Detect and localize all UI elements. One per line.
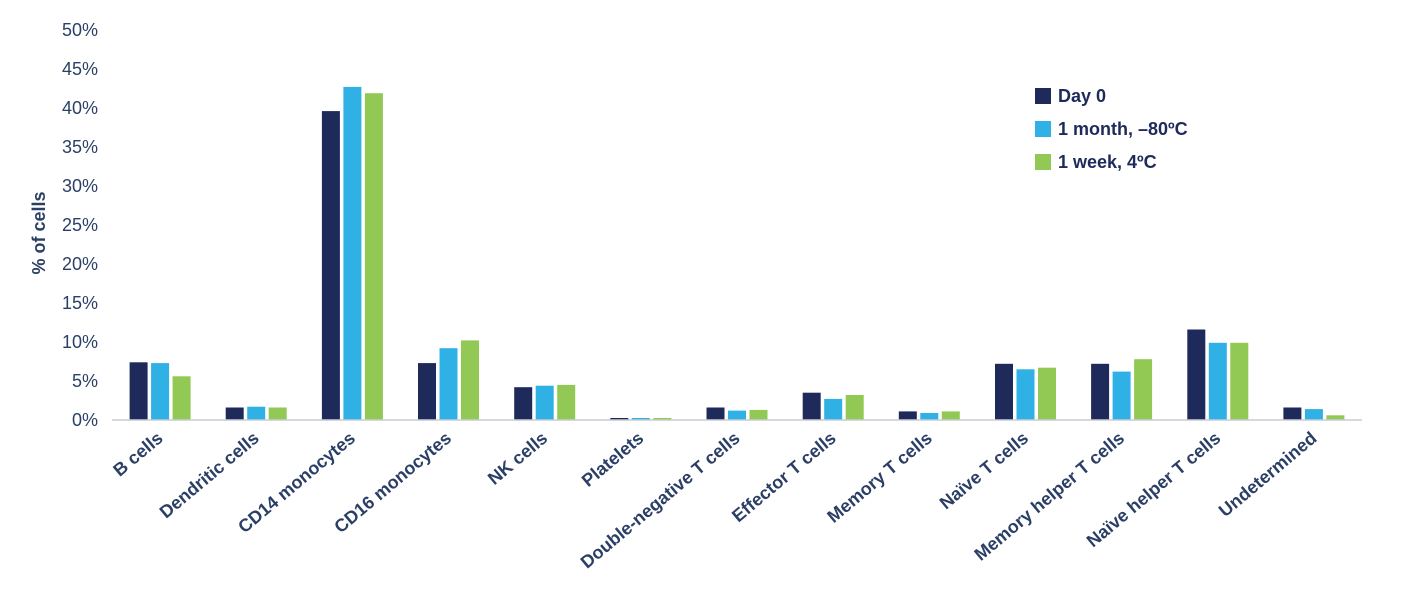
y-tick-label: 50%	[62, 20, 98, 40]
bar	[225, 407, 244, 420]
y-tick-label: 30%	[62, 176, 98, 196]
x-tick-label: Double-negative T cells	[577, 428, 744, 573]
x-tick-label: NK cells	[484, 428, 551, 489]
x-tick-label: B cells	[109, 428, 166, 481]
bar	[321, 111, 340, 420]
legend-label: 1 week, 4ºC	[1058, 152, 1157, 172]
bar	[343, 86, 362, 421]
bar	[920, 413, 939, 420]
bar	[728, 410, 746, 420]
bar	[268, 407, 287, 420]
y-tick-label: 20%	[62, 254, 98, 274]
x-tick-label: Undetermined	[1215, 428, 1321, 521]
bar	[461, 340, 479, 420]
bar	[898, 411, 917, 420]
y-tick-label: 25%	[62, 215, 98, 235]
x-tick-label: Platelets	[578, 428, 648, 491]
bar	[1016, 369, 1035, 420]
bar	[610, 418, 629, 420]
bar	[749, 409, 768, 420]
bar	[1134, 359, 1153, 420]
y-tick-label: 40%	[62, 98, 98, 118]
y-tick-label: 45%	[62, 59, 98, 79]
legend-swatch	[1035, 121, 1051, 137]
y-tick-label: 0%	[72, 410, 98, 430]
bar	[845, 395, 864, 420]
bar	[418, 363, 436, 420]
bar	[439, 348, 458, 420]
bars	[129, 86, 1345, 421]
bar	[364, 93, 383, 420]
bar	[941, 411, 960, 420]
bar	[1304, 409, 1323, 420]
bar	[1038, 367, 1056, 420]
bar	[172, 376, 191, 420]
bar	[824, 398, 843, 420]
bar	[995, 363, 1013, 420]
bar	[1326, 415, 1345, 420]
y-tick-label: 5%	[72, 371, 98, 391]
bar	[151, 363, 170, 420]
bar	[129, 362, 148, 420]
bar	[557, 384, 576, 420]
y-axis-title: % of cells	[29, 191, 49, 274]
bar	[1187, 329, 1206, 420]
bar	[535, 385, 554, 420]
legend-label: 1 month, –80ºC	[1058, 119, 1188, 139]
bar	[1283, 407, 1302, 420]
bar	[1230, 342, 1249, 420]
bar	[247, 406, 266, 420]
y-tick-label: 10%	[62, 332, 98, 352]
bar	[514, 387, 533, 420]
bar	[631, 418, 650, 420]
bar	[802, 392, 821, 420]
bar	[1091, 363, 1110, 420]
bar	[706, 407, 725, 420]
x-tick-label: Dendritic cells	[156, 428, 263, 522]
y-tick-label: 35%	[62, 137, 98, 157]
bar	[1112, 371, 1131, 420]
y-axis: 0% 5% 10% 15% 20% 25% 30% 35% 40% 45% 50%	[62, 20, 98, 430]
x-tick-label: Naïve T cells	[936, 428, 1032, 513]
legend-swatch	[1035, 88, 1051, 104]
y-tick-label: 15%	[62, 293, 98, 313]
legend-label: Day 0	[1058, 86, 1106, 106]
bar	[1208, 342, 1227, 420]
legend: Day 0 1 month, –80ºC 1 week, 4ºC	[1035, 86, 1188, 172]
bar	[653, 418, 672, 420]
legend-swatch	[1035, 154, 1051, 170]
x-tick-label: Memory T cells	[823, 428, 935, 527]
